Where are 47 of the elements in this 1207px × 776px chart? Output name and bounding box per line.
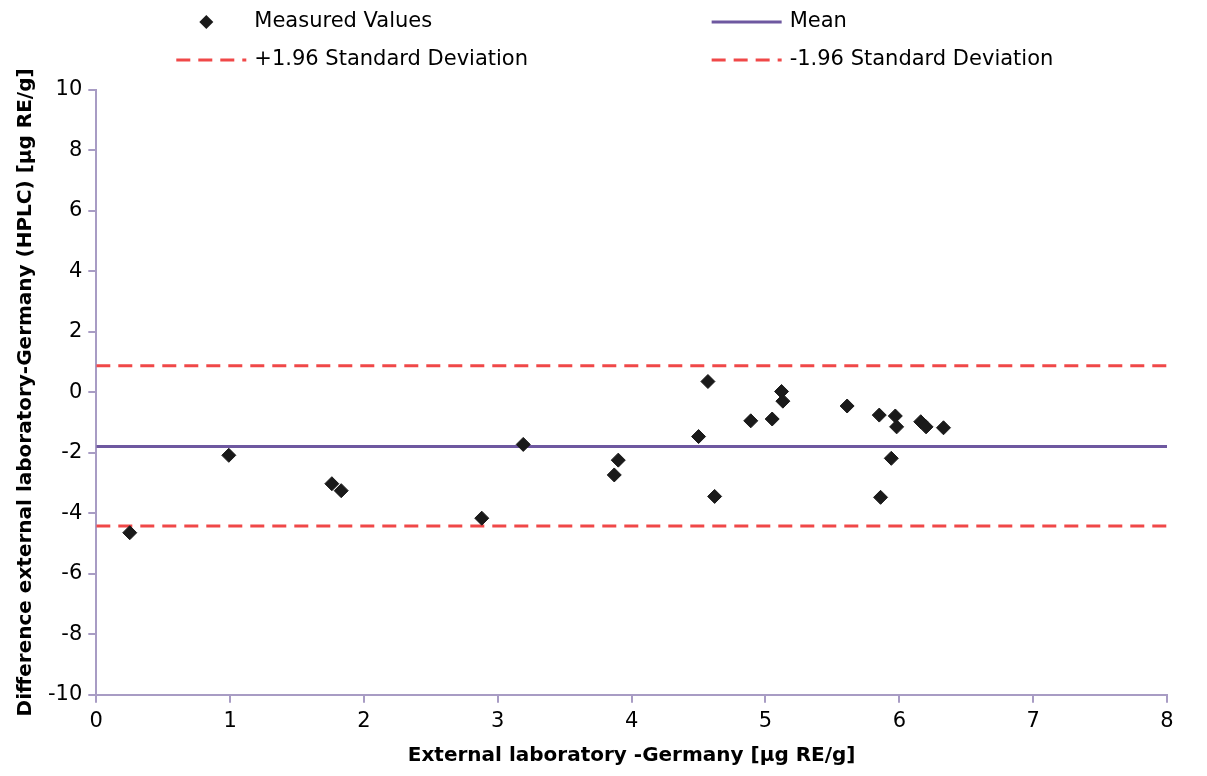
x-tick-label: 3 [491,707,505,732]
point [839,398,855,414]
y-tick-label: -8 [61,620,83,645]
y-tick-label: 10 [55,76,83,101]
point [873,489,889,505]
point [610,452,626,468]
x-axis-title: External laboratory -Germany [µg RE/g] [407,742,856,767]
x-tick-label: 8 [1160,707,1174,732]
y-tick-label: -10 [47,681,83,706]
x-tick-label: 0 [89,707,103,732]
point [918,419,934,435]
legend-label: Measured Values [254,8,433,33]
point [474,510,490,526]
legend-label: Mean [789,8,847,33]
point [606,467,622,483]
x-tick-label: 7 [1026,707,1040,732]
x-tick-label: 4 [624,707,639,732]
y-axis-title: Difference external laboratory-Germany (HPLC) [µg RE/g] [12,68,37,717]
y-tick-label: 0 [68,378,83,403]
x-tick-label: 6 [892,707,907,732]
point [221,447,237,463]
point [707,488,723,504]
point [515,436,531,452]
point [324,476,340,492]
x-tick-label: 1 [223,707,237,732]
point [883,450,899,466]
point [122,525,138,541]
point [743,413,759,429]
point [889,419,905,435]
point [333,483,349,499]
point [871,407,887,423]
point [700,374,716,390]
y-tick-label: -4 [61,499,83,524]
point [691,429,707,445]
y-tick-label: 4 [68,257,83,282]
legend-label: +1.96 Standard Deviation [254,46,528,71]
y-tick-label: -2 [61,439,83,464]
point [764,411,780,427]
x-tick-label: 2 [357,707,371,732]
legend-label: -1.96 Standard Deviation [789,46,1054,71]
point [887,408,903,424]
point [935,420,951,436]
y-tick-label: 6 [68,197,83,222]
y-tick-label: 2 [68,318,83,343]
y-tick-label: 8 [68,136,83,161]
y-tick-label: -6 [61,560,83,585]
x-tick-label: 5 [758,707,773,732]
